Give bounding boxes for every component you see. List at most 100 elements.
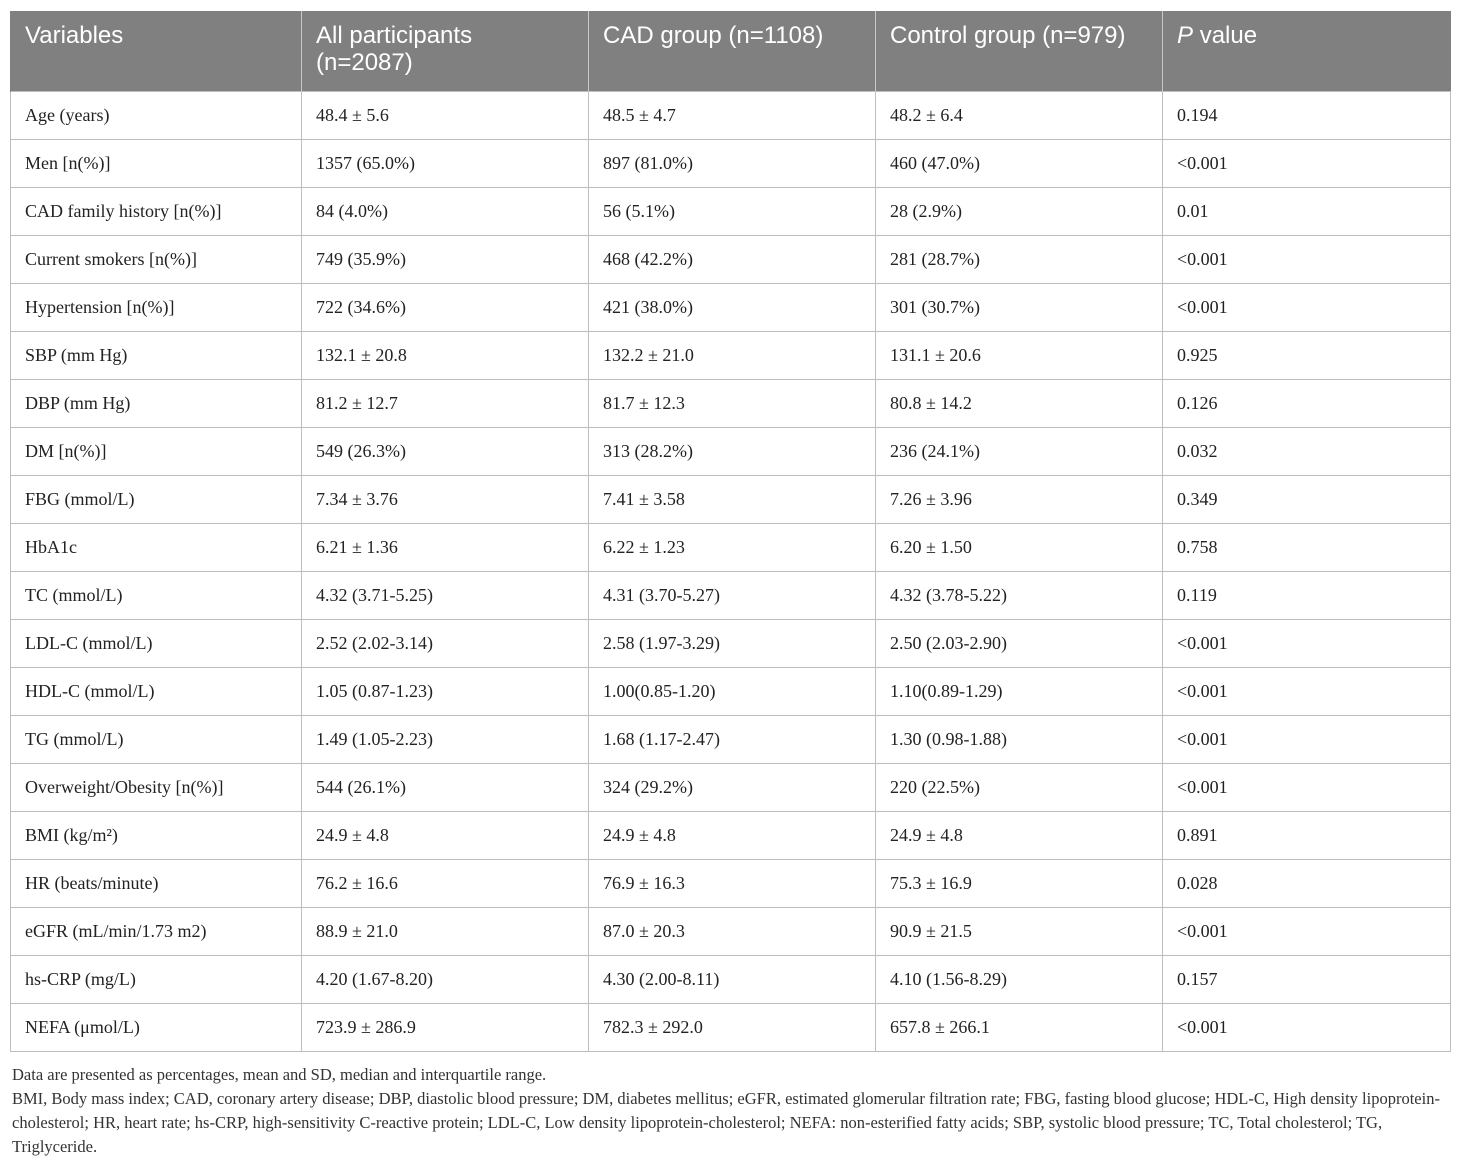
- cell-all-participants: 1357 (65.0%): [301, 139, 589, 188]
- footnote-data-presentation: Data are presented as percentages, mean …: [12, 1065, 547, 1084]
- cell-all-participants: 84 (4.0%): [301, 187, 589, 236]
- cell-variable: CAD family history [n(%)]: [10, 187, 302, 236]
- header-p-value: P value: [1162, 11, 1451, 92]
- cell-cad-group: 468 (42.2%): [588, 235, 876, 284]
- cell-all-participants: 544 (26.1%): [301, 763, 589, 812]
- table-row: DBP (mm Hg) 81.2 ± 12.7 81.7 ± 12.3 80.8 ± …: [10, 379, 1451, 428]
- cell-p-value: <0.001: [1162, 283, 1451, 332]
- cell-p-value: <0.001: [1162, 715, 1451, 764]
- cell-cad-group: 2.58 (1.97-3.29): [588, 619, 876, 668]
- cell-p-value: <0.001: [1162, 619, 1451, 668]
- table-row: Current smokers [n(%)] 749 (35.9%) 468 (42…: [10, 235, 1451, 284]
- cell-p-value: 0.194: [1162, 91, 1451, 140]
- header-row: Variables All participants (n=2087) CAD …: [10, 11, 1451, 92]
- table-row: CAD family history [n(%)] 84 (4.0%) 56 (5.…: [10, 187, 1451, 236]
- table-row: TC (mmol/L) 4.32 (3.71-5.25) 4.31 (3.70-5.…: [10, 571, 1451, 620]
- cell-variable: LDL-C (mmol/L): [10, 619, 302, 668]
- cell-cad-group: 132.2 ± 21.0: [588, 331, 876, 380]
- table-row: hs-CRP (mg/L) 4.20 (1.67-8.20) 4.30 (2.00-…: [10, 955, 1451, 1004]
- cell-all-participants: 4.32 (3.71-5.25): [301, 571, 589, 620]
- table-row: Hypertension [n(%)] 722 (34.6%) 421 (38.0%…: [10, 283, 1451, 332]
- cell-control-group: 48.2 ± 6.4: [875, 91, 1163, 140]
- cell-cad-group: 76.9 ± 16.3: [588, 859, 876, 908]
- cell-variable: HbA1c: [10, 523, 302, 572]
- cell-cad-group: 7.41 ± 3.58: [588, 475, 876, 524]
- cell-all-participants: 88.9 ± 21.0: [301, 907, 589, 956]
- cell-cad-group: 56 (5.1%): [588, 187, 876, 236]
- cell-all-participants: 132.1 ± 20.8: [301, 331, 589, 380]
- cell-p-value: 0.349: [1162, 475, 1451, 524]
- cell-control-group: 4.32 (3.78-5.22): [875, 571, 1163, 620]
- cell-p-value: <0.001: [1162, 139, 1451, 188]
- cell-control-group: 281 (28.7%): [875, 235, 1163, 284]
- cell-cad-group: 48.5 ± 4.7: [588, 91, 876, 140]
- cell-control-group: 2.50 (2.03-2.90): [875, 619, 1163, 668]
- cell-all-participants: 1.05 (0.87-1.23): [301, 667, 589, 716]
- cell-control-group: 6.20 ± 1.50: [875, 523, 1163, 572]
- table-row: BMI (kg/m²) 24.9 ± 4.8 24.9 ± 4.8 24.9 ± 4.…: [10, 811, 1451, 860]
- header-cad-group: CAD group (n=1108): [588, 11, 876, 92]
- table-row: eGFR (mL/min/1.73 m2) 88.9 ± 21.0 87.0 ± 2…: [10, 907, 1451, 956]
- cell-control-group: 460 (47.0%): [875, 139, 1163, 188]
- cell-p-value: <0.001: [1162, 1003, 1451, 1052]
- cell-control-group: 131.1 ± 20.6: [875, 331, 1163, 380]
- cell-p-value: <0.001: [1162, 235, 1451, 284]
- baseline-characteristics-table: Variables All participants (n=2087) CAD …: [10, 11, 1451, 1052]
- table-footnotes: Data are presented as percentages, mean …: [12, 1063, 1452, 1159]
- cell-variable: Hypertension [n(%)]: [10, 283, 302, 332]
- cell-variable: NEFA (μmol/L): [10, 1003, 302, 1052]
- cell-cad-group: 4.30 (2.00-8.11): [588, 955, 876, 1004]
- table-row: HDL-C (mmol/L) 1.05 (0.87-1.23) 1.00(0.85-…: [10, 667, 1451, 716]
- table-row: HR (beats/minute) 76.2 ± 16.6 76.9 ± 16.3 7…: [10, 859, 1451, 908]
- table-body: Age (years) 48.4 ± 5.6 48.5 ± 4.7 48.2 ± 6.…: [10, 91, 1451, 1052]
- cell-all-participants: 6.21 ± 1.36: [301, 523, 589, 572]
- cell-p-value: <0.001: [1162, 907, 1451, 956]
- cell-all-participants: 2.52 (2.02-3.14): [301, 619, 589, 668]
- table-row: SBP (mm Hg) 132.1 ± 20.8 132.2 ± 21.0 131.1…: [10, 331, 1451, 380]
- header-variables: Variables: [10, 11, 302, 92]
- cell-control-group: 80.8 ± 14.2: [875, 379, 1163, 428]
- cell-control-group: 28 (2.9%): [875, 187, 1163, 236]
- cell-p-value: <0.001: [1162, 763, 1451, 812]
- cell-all-participants: 24.9 ± 4.8: [301, 811, 589, 860]
- cell-cad-group: 4.31 (3.70-5.27): [588, 571, 876, 620]
- cell-variable: DM [n(%)]: [10, 427, 302, 476]
- table-row: TG (mmol/L) 1.49 (1.05-2.23) 1.68 (1.17-2.…: [10, 715, 1451, 764]
- cell-p-value: <0.001: [1162, 667, 1451, 716]
- cell-cad-group: 81.7 ± 12.3: [588, 379, 876, 428]
- cell-variable: Overweight/Obesity [n(%)]: [10, 763, 302, 812]
- cell-all-participants: 7.34 ± 3.76: [301, 475, 589, 524]
- cell-cad-group: 1.00(0.85-1.20): [588, 667, 876, 716]
- table-row: Overweight/Obesity [n(%)] 544 (26.1%) 324 …: [10, 763, 1451, 812]
- cell-control-group: 1.10(0.89-1.29): [875, 667, 1163, 716]
- cell-p-value: 0.891: [1162, 811, 1451, 860]
- cell-variable: hs-CRP (mg/L): [10, 955, 302, 1004]
- cell-variable: Current smokers [n(%)]: [10, 235, 302, 284]
- cell-p-value: 0.028: [1162, 859, 1451, 908]
- table-row: LDL-C (mmol/L) 2.52 (2.02-3.14) 2.58 (1.97…: [10, 619, 1451, 668]
- cell-control-group: 7.26 ± 3.96: [875, 475, 1163, 524]
- cell-cad-group: 87.0 ± 20.3: [588, 907, 876, 956]
- cell-all-participants: 4.20 (1.67-8.20): [301, 955, 589, 1004]
- cell-control-group: 4.10 (1.56-8.29): [875, 955, 1163, 1004]
- header-all-participants: All participants (n=2087): [301, 11, 589, 92]
- cell-variable: DBP (mm Hg): [10, 379, 302, 428]
- footnote-abbreviations: BMI, Body mass index; CAD, coronary arte…: [12, 1089, 1440, 1156]
- cell-cad-group: 313 (28.2%): [588, 427, 876, 476]
- cell-all-participants: 723.9 ± 286.9: [301, 1003, 589, 1052]
- table-row: FBG (mmol/L) 7.34 ± 3.76 7.41 ± 3.58 7.26 ±…: [10, 475, 1451, 524]
- cell-variable: Men [n(%)]: [10, 139, 302, 188]
- cell-control-group: 301 (30.7%): [875, 283, 1163, 332]
- cell-all-participants: 549 (26.3%): [301, 427, 589, 476]
- cell-variable: eGFR (mL/min/1.73 m2): [10, 907, 302, 956]
- cell-cad-group: 782.3 ± 292.0: [588, 1003, 876, 1052]
- baseline-characteristics-table-container: Variables All participants (n=2087) CAD …: [10, 11, 1451, 1052]
- cell-control-group: 1.30 (0.98-1.88): [875, 715, 1163, 764]
- cell-all-participants: 722 (34.6%): [301, 283, 589, 332]
- cell-p-value: 0.032: [1162, 427, 1451, 476]
- cell-all-participants: 48.4 ± 5.6: [301, 91, 589, 140]
- cell-p-value: 0.119: [1162, 571, 1451, 620]
- cell-p-value: 0.126: [1162, 379, 1451, 428]
- cell-cad-group: 897 (81.0%): [588, 139, 876, 188]
- cell-all-participants: 749 (35.9%): [301, 235, 589, 284]
